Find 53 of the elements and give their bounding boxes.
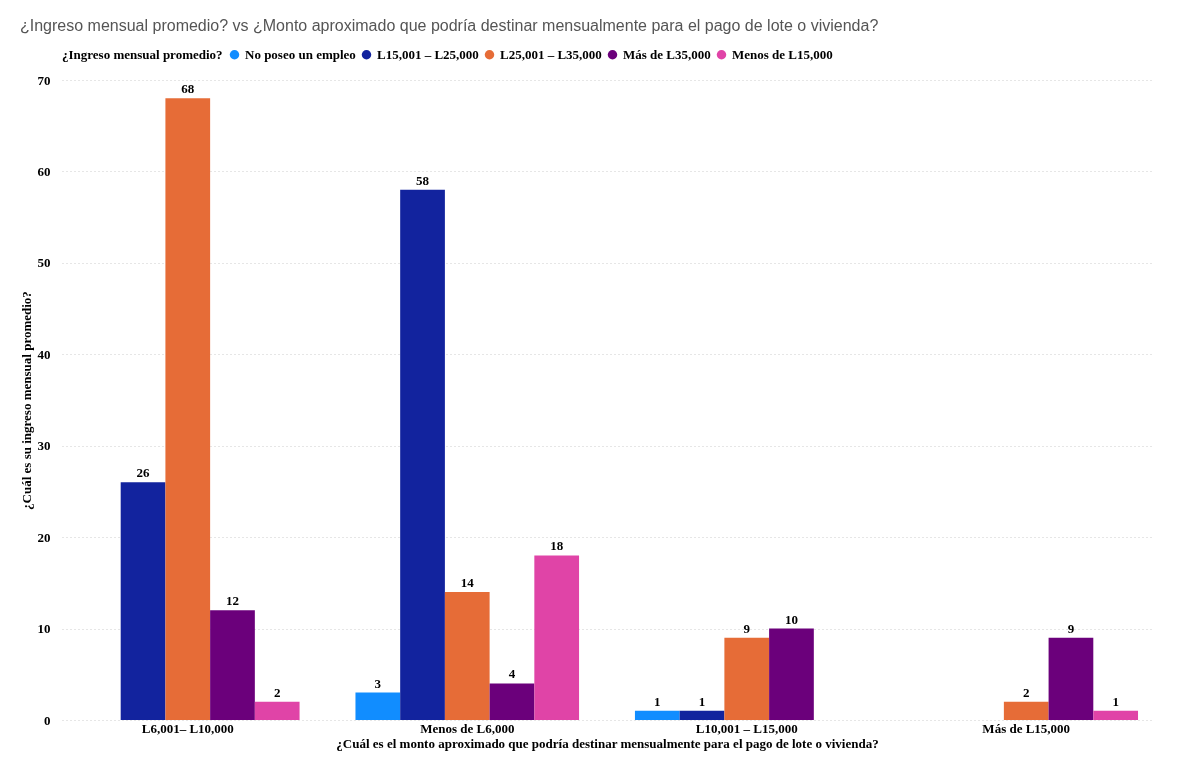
x-axis-title: ¿Cuál es el monto aproximado que podría destinar mensualmente para el pago de lote o vivienda?: [336, 735, 879, 751]
y-tick-label: 30: [37, 438, 51, 454]
bar: [1093, 710, 1139, 720]
data-label: 18: [550, 538, 564, 554]
y-tick-label: 50: [37, 255, 51, 271]
bar: [1048, 637, 1094, 720]
y-tick-label: 40: [37, 346, 51, 362]
x-tick-label: L10,001 – L15,000: [695, 720, 798, 736]
y-tick-label: 10: [37, 621, 51, 637]
legend-title: ¿Ingreso mensual promedio?: [62, 47, 223, 62]
y-axis-title: ¿Cuál es su ingreso mensual promedio?: [18, 291, 34, 510]
y-tick-label: 20: [37, 529, 51, 545]
data-label: 26: [136, 465, 151, 481]
bar: [400, 189, 445, 720]
bar: [634, 710, 680, 720]
data-label: 1: [1112, 693, 1119, 709]
x-tick-label: Más de L15,000: [982, 720, 1071, 736]
bar: [165, 98, 211, 720]
data-label: 1: [698, 693, 706, 709]
legend-label: No poseo un empleo: [245, 46, 356, 62]
bar: [489, 683, 535, 720]
bar: [210, 610, 255, 720]
y-tick-label: 60: [37, 163, 51, 179]
data-label: 3: [374, 675, 382, 691]
bar: [724, 637, 770, 720]
bar: [355, 692, 401, 720]
x-tick-label: L6,001– L10,000: [141, 720, 234, 736]
data-label: 2: [273, 684, 281, 700]
bar: [444, 592, 490, 720]
legend-label: Menos de L15,000: [732, 46, 833, 62]
data-label: 2: [1022, 684, 1030, 700]
bar: [254, 701, 300, 720]
data-label: 1: [654, 693, 661, 709]
legend-label: L25,001 – L35,000: [500, 46, 602, 62]
y-tick-label: 70: [37, 72, 51, 88]
data-label: 58: [416, 172, 430, 188]
bar: [120, 482, 166, 720]
data-label: 4: [508, 666, 516, 682]
bar: [534, 555, 580, 720]
legend-label: L15,001 – L25,000: [377, 46, 479, 62]
legend-label: Más de L35,000: [623, 46, 711, 62]
x-tick-label: Menos de L6,000: [420, 720, 515, 736]
data-label: 14: [460, 575, 475, 590]
data-label: 9: [1067, 620, 1075, 636]
chart-title: ¿Ingreso mensual promedio? vs ¿Monto aproximado que podría destinar mensualmente para el pago de lote o vivienda?: [20, 17, 879, 34]
bar: [679, 710, 725, 720]
data-label: 12: [225, 593, 239, 609]
data-label: 10: [784, 611, 798, 627]
bar: [769, 628, 814, 720]
data-label: 68: [181, 81, 195, 97]
y-tick-label: 0: [44, 712, 51, 728]
data-label: 9: [743, 620, 751, 636]
bar: [1003, 701, 1049, 720]
